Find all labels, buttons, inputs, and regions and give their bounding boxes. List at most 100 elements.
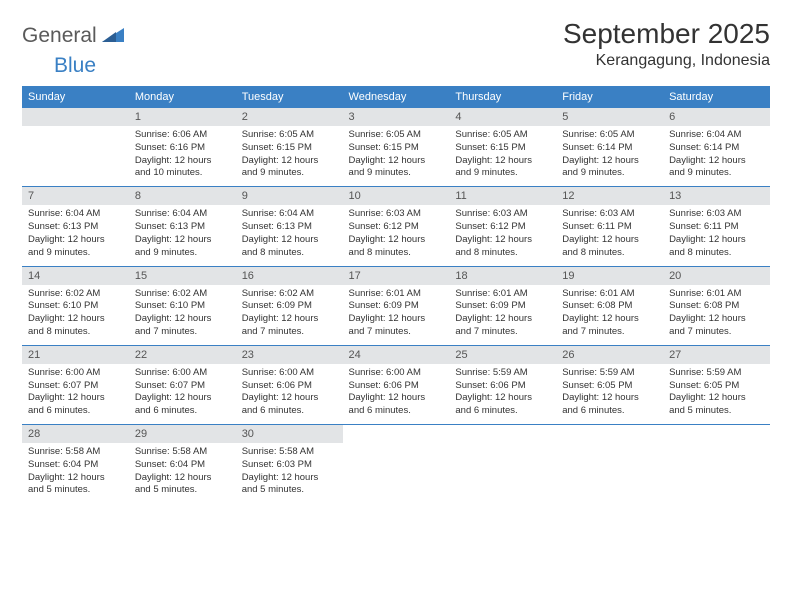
calendar-day-cell: 9Sunrise: 6:04 AMSunset: 6:13 PMDaylight… — [236, 187, 343, 266]
calendar-day-cell: 1Sunrise: 6:06 AMSunset: 6:16 PMDaylight… — [129, 108, 236, 187]
sunset-text: Sunset: 6:06 PM — [242, 380, 337, 393]
calendar-day-cell: 14Sunrise: 6:02 AMSunset: 6:10 PMDayligh… — [22, 267, 129, 346]
daylight-text: Daylight: 12 hours and 9 minutes. — [242, 155, 337, 181]
sunset-text: Sunset: 6:11 PM — [669, 221, 764, 234]
sunrise-text: Sunrise: 6:03 AM — [562, 208, 657, 221]
day-details: Sunrise: 6:03 AMSunset: 6:12 PMDaylight:… — [449, 205, 556, 265]
sunset-text: Sunset: 6:06 PM — [455, 380, 550, 393]
daylight-text: Daylight: 12 hours and 7 minutes. — [562, 313, 657, 339]
day-details: Sunrise: 6:05 AMSunset: 6:15 PMDaylight:… — [449, 126, 556, 186]
date-number-empty — [343, 425, 450, 443]
day-details: Sunrise: 6:00 AMSunset: 6:07 PMDaylight:… — [22, 364, 129, 424]
day-details: Sunrise: 6:05 AMSunset: 6:15 PMDaylight:… — [343, 126, 450, 186]
calendar-day-cell: 20Sunrise: 6:01 AMSunset: 6:08 PMDayligh… — [663, 267, 770, 346]
brand-sub: Blue — [54, 54, 792, 78]
sunset-text: Sunset: 6:09 PM — [349, 300, 444, 313]
sunrise-text: Sunrise: 6:06 AM — [135, 129, 230, 142]
day-details: Sunrise: 6:01 AMSunset: 6:08 PMDaylight:… — [556, 285, 663, 345]
date-number: 23 — [236, 346, 343, 364]
calendar-day-cell: 18Sunrise: 6:01 AMSunset: 6:09 PMDayligh… — [449, 267, 556, 346]
date-number: 20 — [663, 267, 770, 285]
sunset-text: Sunset: 6:08 PM — [562, 300, 657, 313]
calendar-day-cell: 24Sunrise: 6:00 AMSunset: 6:06 PMDayligh… — [343, 346, 450, 425]
daylight-text: Daylight: 12 hours and 8 minutes. — [669, 234, 764, 260]
date-number: 8 — [129, 187, 236, 205]
brand-text-general: General — [22, 24, 97, 48]
daylight-text: Daylight: 12 hours and 6 minutes. — [242, 392, 337, 418]
date-number-empty — [22, 108, 129, 126]
sunrise-text: Sunrise: 6:01 AM — [455, 288, 550, 301]
day-details: Sunrise: 6:02 AMSunset: 6:10 PMDaylight:… — [129, 285, 236, 345]
date-number: 27 — [663, 346, 770, 364]
daylight-text: Daylight: 12 hours and 8 minutes. — [28, 313, 123, 339]
sunrise-text: Sunrise: 6:04 AM — [135, 208, 230, 221]
sunset-text: Sunset: 6:14 PM — [669, 142, 764, 155]
sunset-text: Sunset: 6:09 PM — [242, 300, 337, 313]
brand-triangle-icon — [102, 26, 124, 47]
calendar-day-cell: 27Sunrise: 5:59 AMSunset: 6:05 PMDayligh… — [663, 346, 770, 425]
daylight-text: Daylight: 12 hours and 6 minutes. — [349, 392, 444, 418]
sunrise-text: Sunrise: 6:03 AM — [455, 208, 550, 221]
calendar-day-cell: 19Sunrise: 6:01 AMSunset: 6:08 PMDayligh… — [556, 267, 663, 346]
sunrise-text: Sunrise: 6:04 AM — [669, 129, 764, 142]
calendar-day-cell — [343, 425, 450, 503]
sunset-text: Sunset: 6:12 PM — [349, 221, 444, 234]
daylight-text: Daylight: 12 hours and 9 minutes. — [562, 155, 657, 181]
day-details: Sunrise: 5:59 AMSunset: 6:05 PMDaylight:… — [663, 364, 770, 424]
sunset-text: Sunset: 6:12 PM — [455, 221, 550, 234]
daylight-text: Daylight: 12 hours and 9 minutes. — [135, 234, 230, 260]
day-details: Sunrise: 5:59 AMSunset: 6:05 PMDaylight:… — [556, 364, 663, 424]
calendar-day-cell: 17Sunrise: 6:01 AMSunset: 6:09 PMDayligh… — [343, 267, 450, 346]
brand-text-blue: Blue — [54, 54, 96, 77]
sunrise-text: Sunrise: 6:02 AM — [28, 288, 123, 301]
day-details: Sunrise: 6:00 AMSunset: 6:06 PMDaylight:… — [343, 364, 450, 424]
sunset-text: Sunset: 6:16 PM — [135, 142, 230, 155]
day-details: Sunrise: 6:00 AMSunset: 6:06 PMDaylight:… — [236, 364, 343, 424]
day-details: Sunrise: 6:01 AMSunset: 6:09 PMDaylight:… — [343, 285, 450, 345]
day-details: Sunrise: 6:03 AMSunset: 6:11 PMDaylight:… — [556, 205, 663, 265]
sunset-text: Sunset: 6:03 PM — [242, 459, 337, 472]
date-number: 4 — [449, 108, 556, 126]
sunrise-text: Sunrise: 6:00 AM — [242, 367, 337, 380]
sunrise-text: Sunrise: 5:58 AM — [242, 446, 337, 459]
calendar-day-cell: 7Sunrise: 6:04 AMSunset: 6:13 PMDaylight… — [22, 187, 129, 266]
date-number: 2 — [236, 108, 343, 126]
calendar-day-cell: 6Sunrise: 6:04 AMSunset: 6:14 PMDaylight… — [663, 108, 770, 187]
sunset-text: Sunset: 6:09 PM — [455, 300, 550, 313]
sunset-text: Sunset: 6:15 PM — [349, 142, 444, 155]
day-details: Sunrise: 6:04 AMSunset: 6:13 PMDaylight:… — [236, 205, 343, 265]
sunrise-text: Sunrise: 6:04 AM — [28, 208, 123, 221]
calendar-day-cell — [556, 425, 663, 503]
day-header: Thursday — [449, 86, 556, 108]
day-details: Sunrise: 6:04 AMSunset: 6:13 PMDaylight:… — [129, 205, 236, 265]
date-number: 17 — [343, 267, 450, 285]
date-number: 28 — [22, 425, 129, 443]
day-details-empty — [449, 443, 556, 501]
calendar-day-cell: 13Sunrise: 6:03 AMSunset: 6:11 PMDayligh… — [663, 187, 770, 266]
date-number: 3 — [343, 108, 450, 126]
day-details-empty — [22, 126, 129, 184]
sunrise-text: Sunrise: 6:03 AM — [669, 208, 764, 221]
sunrise-text: Sunrise: 5:58 AM — [135, 446, 230, 459]
day-details: Sunrise: 6:01 AMSunset: 6:09 PMDaylight:… — [449, 285, 556, 345]
daylight-text: Daylight: 12 hours and 5 minutes. — [669, 392, 764, 418]
date-number: 26 — [556, 346, 663, 364]
daylight-text: Daylight: 12 hours and 7 minutes. — [135, 313, 230, 339]
date-number: 22 — [129, 346, 236, 364]
sunrise-text: Sunrise: 6:05 AM — [455, 129, 550, 142]
calendar-day-cell: 3Sunrise: 6:05 AMSunset: 6:15 PMDaylight… — [343, 108, 450, 187]
date-number: 9 — [236, 187, 343, 205]
calendar-day-cell: 10Sunrise: 6:03 AMSunset: 6:12 PMDayligh… — [343, 187, 450, 266]
sunset-text: Sunset: 6:05 PM — [669, 380, 764, 393]
sunrise-text: Sunrise: 6:03 AM — [349, 208, 444, 221]
calendar-day-cell: 26Sunrise: 5:59 AMSunset: 6:05 PMDayligh… — [556, 346, 663, 425]
calendar-day-cell: 12Sunrise: 6:03 AMSunset: 6:11 PMDayligh… — [556, 187, 663, 266]
day-details: Sunrise: 6:00 AMSunset: 6:07 PMDaylight:… — [129, 364, 236, 424]
date-number: 10 — [343, 187, 450, 205]
sunrise-text: Sunrise: 6:01 AM — [349, 288, 444, 301]
daylight-text: Daylight: 12 hours and 6 minutes. — [562, 392, 657, 418]
date-number: 11 — [449, 187, 556, 205]
sunset-text: Sunset: 6:15 PM — [455, 142, 550, 155]
daylight-text: Daylight: 12 hours and 9 minutes. — [28, 234, 123, 260]
calendar-week-row: 28Sunrise: 5:58 AMSunset: 6:04 PMDayligh… — [22, 425, 770, 503]
